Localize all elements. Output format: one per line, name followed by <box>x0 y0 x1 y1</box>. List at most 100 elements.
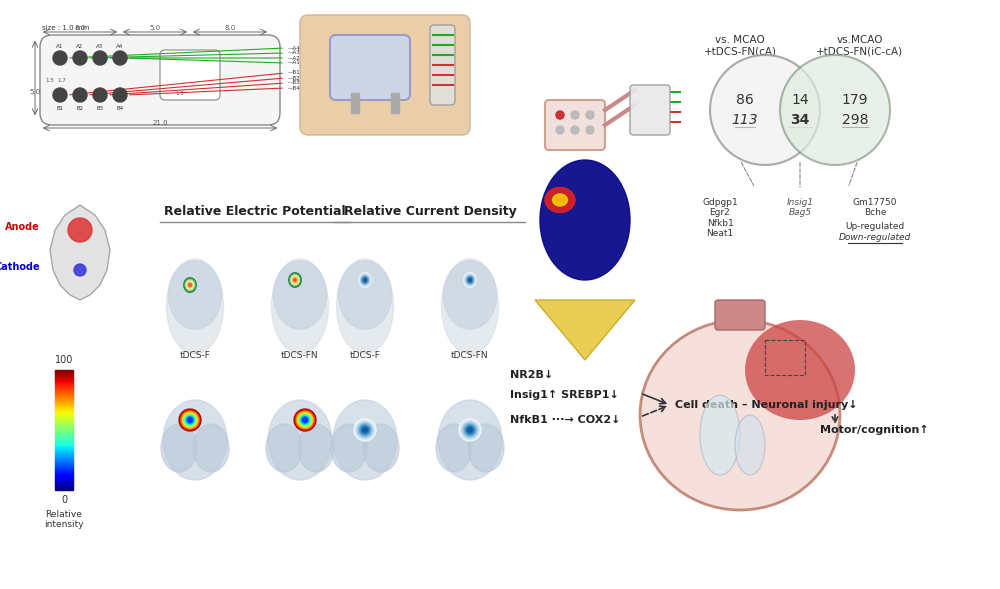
Bar <box>55 406 73 407</box>
Text: Relative
intensity: Relative intensity <box>44 510 84 530</box>
Text: 8.0: 8.0 <box>224 25 236 31</box>
Bar <box>55 433 73 434</box>
Ellipse shape <box>184 414 196 426</box>
Bar <box>55 472 73 473</box>
Bar <box>55 437 73 438</box>
Ellipse shape <box>467 427 473 433</box>
Text: Insig1↑ SREBP1↓: Insig1↑ SREBP1↓ <box>510 390 619 400</box>
Ellipse shape <box>301 416 309 425</box>
Text: 5.0: 5.0 <box>29 89 41 95</box>
Bar <box>55 460 73 461</box>
Bar <box>55 417 73 418</box>
Ellipse shape <box>299 414 311 426</box>
Ellipse shape <box>187 417 193 423</box>
Bar <box>55 473 73 474</box>
Text: NfkB1 ···→ COX2↓: NfkB1 ···→ COX2↓ <box>510 415 620 425</box>
Ellipse shape <box>354 419 376 441</box>
Ellipse shape <box>465 425 475 435</box>
Bar <box>55 394 73 395</box>
Bar <box>55 484 73 485</box>
Bar <box>55 482 73 483</box>
Ellipse shape <box>356 421 374 439</box>
Bar <box>55 374 73 375</box>
Ellipse shape <box>333 400 397 480</box>
Ellipse shape <box>540 160 630 280</box>
Bar <box>55 386 73 387</box>
Ellipse shape <box>360 425 370 435</box>
Text: 34: 34 <box>790 113 810 127</box>
Text: —A1: —A1 <box>288 61 301 65</box>
Bar <box>351 93 359 113</box>
Ellipse shape <box>266 424 302 472</box>
Bar <box>55 458 73 459</box>
Ellipse shape <box>188 283 192 287</box>
Bar <box>55 414 73 415</box>
Circle shape <box>571 126 579 134</box>
Text: 113: 113 <box>732 113 758 127</box>
Ellipse shape <box>552 194 568 206</box>
Bar <box>55 419 73 420</box>
Ellipse shape <box>186 280 194 290</box>
Ellipse shape <box>292 277 298 283</box>
Bar <box>55 438 73 439</box>
Text: —B2: —B2 <box>288 75 301 81</box>
Bar <box>55 388 73 389</box>
FancyBboxPatch shape <box>430 25 455 105</box>
Bar <box>55 468 73 469</box>
Ellipse shape <box>298 424 334 472</box>
Ellipse shape <box>363 424 399 472</box>
Ellipse shape <box>442 259 498 354</box>
Ellipse shape <box>363 277 367 283</box>
FancyBboxPatch shape <box>330 35 410 100</box>
Text: size : 1.0 mm: size : 1.0 mm <box>42 25 89 31</box>
Ellipse shape <box>359 273 371 287</box>
Circle shape <box>53 51 67 65</box>
Bar <box>55 478 73 479</box>
Ellipse shape <box>361 275 369 284</box>
Bar <box>55 384 73 385</box>
Bar <box>55 393 73 394</box>
Bar <box>55 488 73 489</box>
Circle shape <box>73 51 87 65</box>
Ellipse shape <box>443 261 497 329</box>
Bar <box>55 432 73 433</box>
Ellipse shape <box>464 273 476 287</box>
Ellipse shape <box>293 278 297 282</box>
Text: Gm17750
Bche: Gm17750 Bche <box>853 198 897 217</box>
Ellipse shape <box>362 277 368 283</box>
Ellipse shape <box>700 395 740 475</box>
Bar <box>55 411 73 412</box>
Bar <box>55 423 73 424</box>
Circle shape <box>556 126 564 134</box>
Ellipse shape <box>186 416 194 425</box>
Ellipse shape <box>185 415 195 425</box>
Ellipse shape <box>363 278 367 282</box>
Ellipse shape <box>185 280 195 290</box>
Text: vs.MCAO
+tDCS-FN(iC-cA): vs.MCAO +tDCS-FN(iC-cA) <box>816 35 904 57</box>
Ellipse shape <box>361 425 369 435</box>
Bar <box>55 429 73 430</box>
Bar <box>55 457 73 458</box>
Ellipse shape <box>187 281 193 289</box>
Ellipse shape <box>290 274 300 285</box>
Text: tDCS-F: tDCS-F <box>350 351 380 360</box>
Bar <box>55 385 73 386</box>
Bar <box>55 404 73 405</box>
Ellipse shape <box>193 424 229 472</box>
Ellipse shape <box>356 422 374 439</box>
Ellipse shape <box>357 422 373 438</box>
Circle shape <box>586 111 594 119</box>
Bar <box>55 395 73 396</box>
Bar <box>55 476 73 477</box>
Ellipse shape <box>364 279 366 282</box>
Bar <box>55 372 73 373</box>
Bar <box>55 461 73 462</box>
Bar <box>55 452 73 453</box>
Bar <box>55 389 73 390</box>
Circle shape <box>556 111 564 119</box>
Circle shape <box>780 55 890 165</box>
Text: 14: 14 <box>791 93 809 107</box>
Text: 298: 298 <box>842 113 868 127</box>
Bar <box>55 426 73 427</box>
Ellipse shape <box>465 274 475 285</box>
